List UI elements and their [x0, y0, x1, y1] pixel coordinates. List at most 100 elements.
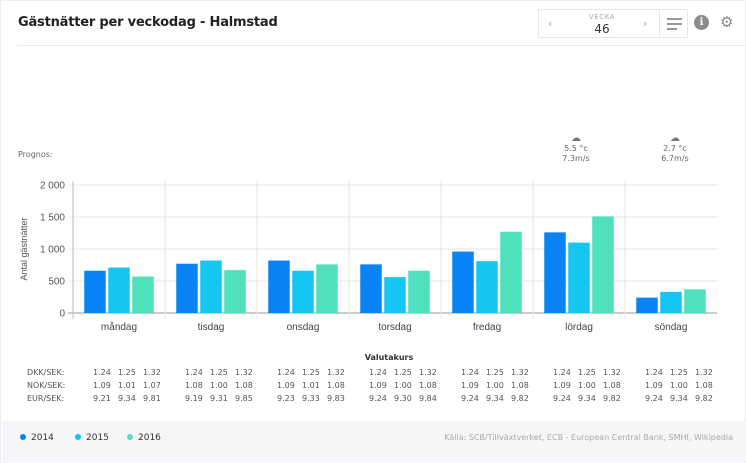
bar-2014-fredag [452, 251, 474, 313]
currency-value: 1.09 [645, 381, 663, 390]
source-text: Källa: SCB/Tillväxtverket, ECB - Europea… [444, 433, 733, 442]
y-tick-label: 1 000 [40, 245, 65, 256]
x-tick-label: söndag [655, 322, 688, 333]
bar-2016-onsdag [316, 264, 338, 313]
currency-value: 9.81 [143, 394, 161, 403]
bar-2016-måndag [132, 276, 154, 313]
legend-label: 2016 [138, 433, 161, 443]
bar-chart: 0 500 1 000 1 500 2 000 Antal gästnätter månda… [19, 181, 717, 333]
currency-value: 9.85 [235, 394, 253, 403]
bar-2016-torsdag [408, 270, 430, 313]
y-axis-label: Antal gästnätter [19, 217, 29, 280]
currency-value: 9.34 [670, 394, 688, 403]
currency-value: 9.34 [578, 394, 596, 403]
forecast-label: Prognos: [18, 150, 53, 159]
legend-item-2016[interactable]: 2016 [127, 433, 161, 443]
bar-2014-tisdag [176, 263, 198, 313]
currency-value: 9.24 [553, 394, 571, 403]
bar-2016-söndag [684, 289, 706, 313]
currency-value: 1.08 [327, 381, 345, 390]
currency-value: 9.24 [461, 394, 479, 403]
bar-2015-måndag [108, 267, 130, 313]
card-header: Gästnätter per veckodag - Halmstad ‹ VEC… [1, 1, 746, 46]
currency-value: 1.32 [419, 368, 437, 377]
y-tick-label: 1 500 [40, 213, 65, 224]
bar-2016-lördag [592, 216, 614, 313]
currency-value: 1.07 [143, 381, 161, 390]
currency-value: 1.09 [277, 381, 295, 390]
y-tick-label: 0 [59, 309, 65, 320]
currency-value: 1.09 [461, 381, 479, 390]
week-prev-button[interactable]: ‹ [548, 17, 553, 30]
info-icon[interactable]: i [694, 15, 709, 30]
currency-value: 9.83 [327, 394, 345, 403]
forecast-temp: 2.7 °c [663, 144, 687, 153]
currency-value: 9.84 [419, 394, 437, 403]
legend-item-2015[interactable]: 2015 [75, 433, 109, 443]
menu-button[interactable] [659, 10, 688, 37]
forecast-sondag: ☁ 2.7 °c 6.7m/s [645, 134, 705, 164]
currency-value: 1.32 [511, 368, 529, 377]
bar-2014-måndag [84, 270, 106, 313]
bar-2015-onsdag [292, 270, 314, 313]
bar-2014-söndag [636, 297, 658, 313]
currency-value: 1.25 [302, 368, 320, 377]
currency-value: 1.25 [118, 368, 136, 377]
currency-value: 9.23 [277, 394, 295, 403]
week-next-button[interactable]: › [643, 17, 648, 30]
currency-value: 1.24 [553, 368, 571, 377]
x-tick-label: onsdag [287, 322, 320, 333]
currency-value: 1.08 [511, 381, 529, 390]
currency-row-label: EUR/SEK: [27, 394, 65, 403]
currency-value: 9.21 [93, 394, 111, 403]
currency-value: 1.32 [603, 368, 621, 377]
currency-value: 1.25 [394, 368, 412, 377]
currency-value: 1.00 [394, 381, 412, 390]
currency-value: 9.19 [185, 394, 203, 403]
currency-value: 1.00 [578, 381, 596, 390]
week-label: VECKA [588, 13, 616, 21]
legend-dot-icon [20, 434, 26, 440]
y-tick-label: 2 000 [40, 181, 65, 192]
currency-value: 1.32 [143, 368, 161, 377]
currency-value: 1.25 [670, 368, 688, 377]
bar-2015-söndag [660, 291, 682, 313]
bar-2016-fredag [500, 231, 522, 313]
x-tick-label: måndag [101, 321, 137, 333]
currency-value: 1.24 [93, 368, 111, 377]
currency-value: 1.09 [93, 381, 111, 390]
currency-value: 1.01 [118, 381, 136, 390]
bar-2015-torsdag [384, 277, 406, 313]
currency-value: 1.09 [553, 381, 571, 390]
header-divider [17, 45, 746, 46]
currency-value: 1.24 [185, 368, 203, 377]
menu-icon-line [667, 23, 682, 25]
currency-value: 1.32 [327, 368, 345, 377]
currency-value: 9.34 [486, 394, 504, 403]
currency-value: 9.24 [369, 394, 387, 403]
x-tick-label: tisdag [198, 322, 225, 333]
currency-value: 9.31 [210, 394, 228, 403]
currency-value: 9.82 [603, 394, 621, 403]
currency-row-label: DKK/SEK: [27, 368, 65, 377]
legend-dot-icon [127, 434, 133, 440]
currency-value: 1.25 [210, 368, 228, 377]
legend-label: 2014 [31, 433, 54, 443]
footer: 2014 2015 2016 Källa: SCB/Tillväxtverket… [2, 421, 746, 461]
bar-2014-torsdag [360, 264, 382, 313]
currency-value: 1.08 [235, 381, 253, 390]
forecast-wind: 6.7m/s [661, 154, 689, 163]
week-selector: ‹ VECKA 46 › [538, 9, 688, 38]
currency-value: 1.32 [235, 368, 253, 377]
x-tick-label: torsdag [378, 322, 411, 333]
page-title: Gästnätter per veckodag - Halmstad [18, 15, 278, 30]
cloud-icon: ☁ [571, 133, 581, 144]
y-tick-label: 500 [48, 277, 65, 288]
legend-dot-icon [75, 434, 81, 440]
forecast-wind: 7.3m/s [562, 154, 590, 163]
gear-icon[interactable]: ⚙ [720, 13, 734, 31]
currency-value: 1.09 [369, 381, 387, 390]
menu-icon-line [667, 28, 677, 30]
legend-item-2014[interactable]: 2014 [20, 433, 54, 443]
